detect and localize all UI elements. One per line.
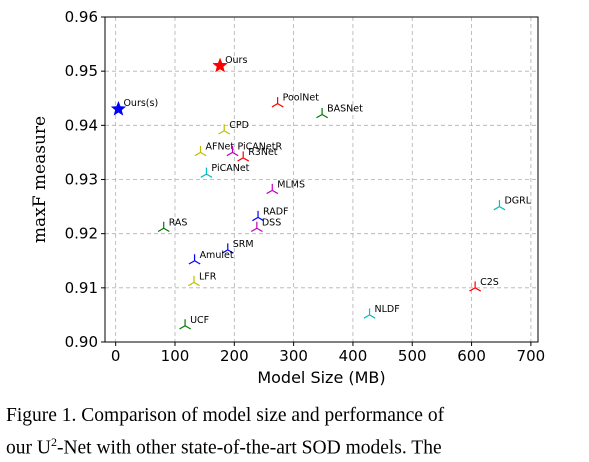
point-ucf: UCF <box>179 315 209 330</box>
point-label: DGRL <box>504 196 531 207</box>
tri-marker <box>237 151 250 162</box>
point-radf: RADF <box>252 206 289 222</box>
tri-marker <box>226 145 239 157</box>
point-label: DSS <box>262 217 281 228</box>
axis-ticks: 0 100 200 300 400 500 600 700 0.90 0.91 0.92 0.93 0.… <box>65 8 546 365</box>
point-label: UCF <box>190 315 209 326</box>
tri-marker <box>493 200 506 211</box>
tri-marker <box>363 308 376 319</box>
star-marker <box>110 100 127 116</box>
point-label: MLMS <box>277 179 305 190</box>
caption-line-1: Figure 1. Comparison of model size and p… <box>6 405 445 426</box>
star-marker <box>212 57 228 73</box>
x-tick-label: 200 <box>220 347 249 365</box>
grid <box>105 16 538 343</box>
point-amulet: Amulet <box>188 250 234 265</box>
tri-marker <box>157 221 170 233</box>
point-label: C2S <box>480 277 499 288</box>
scatter-chart: 0 100 200 300 400 500 600 700 0.90 0.91 0.92 0.93 0.… <box>30 8 546 387</box>
point-label: PiCANetR <box>238 141 283 152</box>
point-picanet: PiCANet <box>200 163 250 178</box>
point-afnet: AFNet <box>194 141 234 157</box>
tri-marker <box>218 124 231 135</box>
point-c2s: C2S <box>469 277 499 292</box>
tri-marker <box>316 108 329 119</box>
point-label: RADF <box>263 206 289 217</box>
point-label: R3Net <box>248 147 278 158</box>
tri-marker <box>266 183 279 195</box>
point-label: Ours <box>225 55 247 66</box>
point-label: PoolNet <box>283 93 320 104</box>
point-label: BASNet <box>327 104 363 115</box>
point-dgrl: DGRL <box>493 196 532 211</box>
x-tick-label: 300 <box>279 347 308 365</box>
point-basnet: BASNet <box>316 104 363 119</box>
point-label: Ours(s) <box>123 98 158 109</box>
point-ours-s: Ours(s) <box>110 98 158 116</box>
point-label: Amulet <box>200 250 234 261</box>
tri-marker <box>200 167 213 178</box>
point-dss: DSS <box>250 217 281 233</box>
caption-superscript: 2 <box>50 435 57 449</box>
tri-marker <box>188 275 200 287</box>
y-tick-label: 0.96 <box>65 8 98 26</box>
tri-marker <box>252 210 264 222</box>
point-ours: Ours <box>212 55 247 73</box>
tri-marker <box>469 281 482 292</box>
y-tick-label: 0.95 <box>65 62 98 80</box>
point-label: CPD <box>229 120 249 131</box>
point-label: RAS <box>169 217 188 228</box>
point-poolnet: PoolNet <box>271 93 320 108</box>
y-axis-label: maxF measure <box>30 116 50 243</box>
tri-marker <box>188 254 201 265</box>
point-label: PiCANet <box>211 163 249 174</box>
tri-marker <box>271 97 284 108</box>
point-label: AFNet <box>205 141 234 152</box>
point-r3net: R3Net <box>237 147 278 162</box>
point-label: SRM <box>233 239 254 250</box>
x-tick-label: 700 <box>517 347 546 365</box>
point-lfr: LFR <box>188 271 217 287</box>
point-nldf: NLDF <box>363 304 400 319</box>
tri-marker <box>250 221 263 233</box>
y-tick-label: 0.93 <box>65 171 98 189</box>
x-axis-label: Model Size (MB) <box>257 368 385 387</box>
tri-marker <box>194 145 207 157</box>
x-tick-label: 600 <box>457 347 486 365</box>
caption-line-2: our U2-Net with other state-of-the-art S… <box>6 429 583 462</box>
figure-caption: Figure 1. Comparison of model size and p… <box>6 403 583 462</box>
caption-line-2-end: -Net with other state-of-the-art SOD mod… <box>56 437 442 459</box>
point-srm: SRM <box>221 239 254 254</box>
point-mlms: MLMS <box>266 179 305 195</box>
point-picanetr: PiCANetR <box>226 141 283 157</box>
x-tick-label: 500 <box>398 347 427 365</box>
y-tick-label: 0.90 <box>65 333 98 351</box>
plot-frame <box>104 16 539 343</box>
x-tick-label: 0 <box>111 347 121 365</box>
caption-line-2-start: our U <box>6 437 51 459</box>
point-ras: RAS <box>157 217 188 233</box>
point-label: NLDF <box>375 304 400 315</box>
tri-marker <box>179 319 192 330</box>
point-label: LFR <box>199 271 217 282</box>
point-cpd: CPD <box>218 120 249 135</box>
y-tick-label: 0.92 <box>65 225 98 243</box>
tri-marker <box>221 243 234 254</box>
x-tick-label: 100 <box>161 347 190 365</box>
x-tick-label: 400 <box>339 347 368 365</box>
y-tick-label: 0.94 <box>65 116 98 134</box>
y-tick-label: 0.91 <box>65 279 98 297</box>
